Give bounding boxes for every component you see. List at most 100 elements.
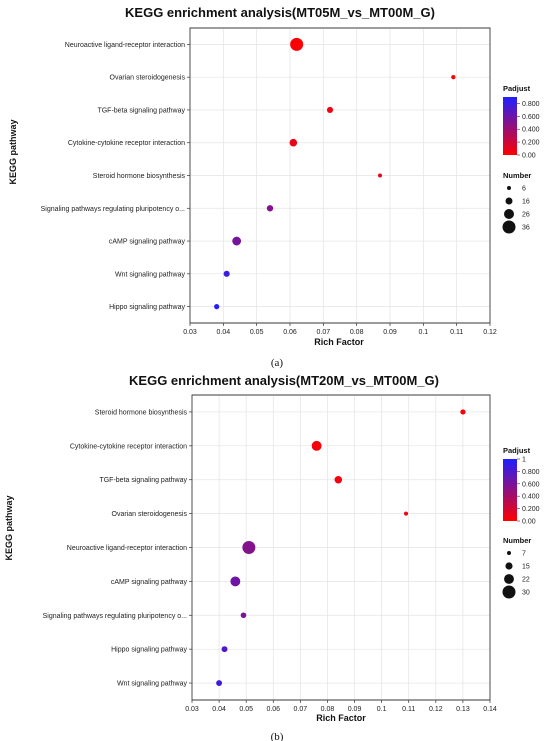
colorbar-tick-label: 0.600 <box>522 481 540 488</box>
data-point <box>460 409 466 415</box>
chart-title: KEGG enrichment analysis(MT20M_vs_MT00M_… <box>129 373 439 388</box>
data-point <box>290 37 304 51</box>
size-legend-dot <box>505 562 513 570</box>
data-point <box>326 106 334 113</box>
data-point <box>232 236 242 246</box>
size-legend-dot <box>505 197 513 205</box>
data-point <box>240 612 247 619</box>
category-label: Wnt signaling pathway <box>117 681 188 688</box>
x-tick-label: 0.06 <box>283 329 297 336</box>
size-legend-label: 26 <box>522 212 530 219</box>
category-label: TGF-beta signaling pathway <box>97 107 185 114</box>
category-label: Signaling pathways regulating pluripoten… <box>43 613 187 620</box>
x-axis-title: Rich Factor <box>314 337 364 347</box>
panel-caption: (b) <box>271 731 284 741</box>
padjust-colorbar <box>503 459 517 521</box>
y-axis-title: KEGG pathway <box>4 495 14 560</box>
x-tick-label: 0.13 <box>456 706 470 713</box>
x-tick-label: 0.12 <box>483 329 497 336</box>
x-tick-label: 0.14 <box>483 706 497 713</box>
category-label: TGF-beta signaling pathway <box>99 477 187 484</box>
y-axis-title: KEGG pathway <box>8 119 18 184</box>
colorbar-tick-label: 0.200 <box>522 140 540 147</box>
size-legend-dot <box>507 551 511 555</box>
padjust-legend-title: Padjust <box>503 84 531 93</box>
data-point <box>214 304 220 310</box>
data-point <box>242 541 256 554</box>
data-point <box>289 138 298 147</box>
x-tick-label: 0.12 <box>429 706 443 713</box>
size-legend-label: 7 <box>522 551 526 558</box>
size-legend-dot <box>502 220 516 234</box>
x-tick-label: 0.09 <box>348 706 362 713</box>
x-tick-label: 0.1 <box>377 706 387 713</box>
x-tick-label: 0.11 <box>402 706 415 713</box>
size-legend-dot <box>504 574 514 584</box>
padjust-legend-title: Padjust <box>503 446 531 455</box>
x-tick-label: 0.04 <box>212 706 226 713</box>
data-point <box>221 646 228 653</box>
x-tick-label: 0.07 <box>317 329 331 336</box>
category-label: Neuroactive ligand-receptor interaction <box>67 545 187 552</box>
data-point <box>216 680 223 687</box>
number-legend-title: Number <box>503 536 531 545</box>
x-tick-label: 0.05 <box>250 329 264 336</box>
category-label: Steroid hormone biosynthesis <box>93 173 186 180</box>
category-label: Steroid hormone biosynthesis <box>95 409 188 416</box>
size-legend-dot <box>507 186 511 190</box>
chart-panel-a: KEGG enrichment analysis(MT05M_vs_MT00M_… <box>8 5 540 369</box>
size-legend-label: 22 <box>522 577 530 584</box>
padjust-colorbar <box>503 97 517 155</box>
colorbar-tick-label: 0.400 <box>522 494 540 501</box>
category-label: Wnt signaling pathway <box>115 271 186 278</box>
size-legend-label: 36 <box>522 225 530 232</box>
size-legend-label: 15 <box>522 564 530 571</box>
x-tick-label: 0.09 <box>383 329 397 336</box>
colorbar-tick-label: 0.400 <box>522 127 540 134</box>
x-tick-label: 0.03 <box>185 706 199 713</box>
data-point <box>404 511 409 516</box>
chart-panel-b: KEGG enrichment analysis(MT20M_vs_MT00M_… <box>4 373 540 741</box>
x-tick-label: 0.08 <box>350 329 364 336</box>
x-tick-label: 0.06 <box>266 706 280 713</box>
x-tick-label: 0.08 <box>321 706 335 713</box>
colorbar-tick-label: 0.600 <box>522 114 540 121</box>
x-tick-label: 0.11 <box>450 329 463 336</box>
category-label: Hippo signaling pathway <box>109 304 185 311</box>
plot-frame <box>189 27 491 324</box>
x-tick-label: 0.04 <box>217 329 231 336</box>
size-legend-dot <box>502 585 516 599</box>
colorbar-tick-label: 1 <box>522 457 526 464</box>
colorbar-tick-label: 0.00 <box>522 153 536 160</box>
category-label: Ovarian steroidogenesis <box>112 511 188 518</box>
chart-title: KEGG enrichment analysis(MT05M_vs_MT00M_… <box>125 5 435 20</box>
category-label: Cytokine-cytokine receptor interaction <box>68 140 185 147</box>
data-point <box>266 205 274 212</box>
panel-caption: (a) <box>271 357 284 369</box>
size-legend-label: 6 <box>522 186 526 193</box>
colorbar-tick-label: 0.200 <box>522 506 540 513</box>
data-point <box>311 440 322 451</box>
x-tick-label: 0.05 <box>239 706 253 713</box>
plot-frame <box>191 394 491 701</box>
category-label: Neuroactive ligand-receptor interaction <box>65 42 185 49</box>
colorbar-tick-label: 0.00 <box>522 519 536 526</box>
size-legend-label: 16 <box>522 199 530 206</box>
category-label: Hippo signaling pathway <box>111 647 187 654</box>
category-label: Ovarian steroidogenesis <box>110 75 186 82</box>
x-tick-label: 0.07 <box>294 706 308 713</box>
x-axis-title: Rich Factor <box>316 713 366 723</box>
x-tick-label: 0.03 <box>183 329 197 336</box>
category-label: cAMP signaling pathway <box>109 239 186 246</box>
category-label: cAMP signaling pathway <box>111 579 188 586</box>
number-legend-title: Number <box>503 171 531 180</box>
colorbar-tick-label: 0.800 <box>522 101 540 108</box>
data-point <box>378 173 382 178</box>
data-point <box>334 475 343 484</box>
category-label: Signaling pathways regulating pluripoten… <box>41 206 185 213</box>
colorbar-tick-label: 0.800 <box>522 469 540 476</box>
data-point <box>223 270 230 277</box>
data-point <box>230 576 241 587</box>
size-legend-label: 30 <box>522 590 530 597</box>
